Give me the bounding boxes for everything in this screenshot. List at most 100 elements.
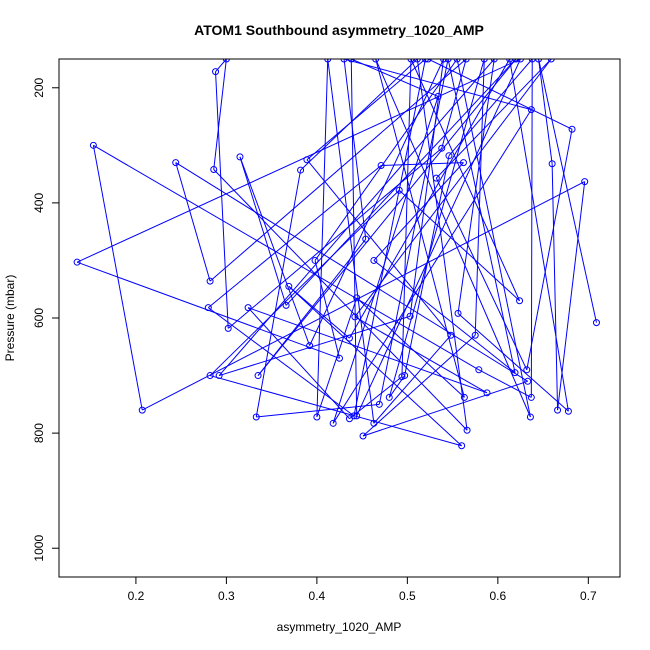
data-point (527, 393, 535, 401)
data-point (89, 141, 97, 149)
series-segment (239, 156, 311, 346)
series-segment (375, 59, 465, 398)
series-segment (349, 376, 403, 420)
data-point (324, 59, 332, 63)
series-segment (247, 307, 488, 394)
data-point (453, 59, 461, 63)
data-points (73, 59, 600, 450)
data-point (370, 256, 378, 264)
series-segment (332, 109, 532, 424)
data-point (345, 415, 353, 423)
series-segment (478, 369, 532, 398)
series-segment (309, 59, 445, 346)
series-segment (215, 71, 229, 329)
data-point (336, 354, 343, 362)
series-segment (427, 59, 573, 130)
data-point (548, 160, 556, 168)
data-point (215, 372, 223, 380)
series-segment (208, 307, 355, 417)
series-segment (213, 169, 468, 431)
data-point (424, 59, 432, 63)
series-segment (93, 144, 480, 371)
data-point (516, 297, 524, 305)
y-axis: 200 400 600 800 1000 (32, 77, 59, 562)
data-point (377, 161, 385, 169)
y-tick-label: 400 (32, 193, 46, 213)
series-segment (175, 162, 528, 382)
data-point (438, 144, 446, 152)
series-segment (209, 189, 400, 376)
series-segment (349, 59, 511, 339)
series-segment (435, 59, 552, 179)
data-point (73, 258, 81, 266)
data-point (351, 313, 359, 321)
series-segment (416, 59, 468, 431)
data-point (206, 277, 214, 285)
series-segment (457, 59, 495, 314)
series-segment (356, 297, 465, 398)
series-segment (285, 59, 517, 306)
series-segment (218, 59, 495, 376)
data-point (306, 342, 314, 350)
series-segment (306, 159, 452, 336)
series-segment (457, 313, 569, 412)
series-segment (142, 181, 585, 411)
data-point (254, 372, 262, 380)
y-tick-label: 200 (32, 77, 46, 97)
series-segment (373, 334, 452, 424)
x-tick-label: 0.4 (309, 589, 326, 603)
data-point (222, 59, 230, 63)
series-segment (350, 59, 358, 416)
data-point (535, 59, 543, 63)
x-tick-label: 0.5 (399, 589, 416, 603)
data-point (490, 59, 498, 63)
series-segment (398, 189, 520, 302)
series-segment (538, 59, 553, 164)
series-segment (530, 59, 533, 398)
data-point (372, 59, 380, 63)
series-segment (356, 59, 521, 417)
data-point (375, 400, 383, 408)
data-point (172, 159, 180, 167)
data-point (297, 166, 305, 174)
series-segment (456, 59, 531, 418)
data-point (447, 331, 455, 339)
series-segment (509, 59, 569, 412)
data-point (313, 413, 321, 421)
data-point (353, 412, 361, 420)
series-segment (332, 96, 439, 424)
series-segment (409, 59, 445, 317)
series-segment (288, 285, 462, 447)
series-segment (401, 59, 412, 377)
data-point (440, 59, 448, 63)
y-tick-label: 600 (32, 308, 46, 328)
series-segment (343, 59, 367, 240)
data-point (516, 59, 524, 63)
x-tick-label: 0.3 (218, 589, 235, 603)
data-point (564, 407, 572, 415)
series-segment (209, 375, 462, 447)
data-point (463, 426, 471, 434)
series-segment (314, 59, 458, 261)
series-segment (551, 163, 559, 411)
series-segment (362, 380, 528, 437)
series-segment (213, 59, 227, 170)
series-segment (314, 260, 340, 359)
y-tick-label: 1000 (32, 535, 46, 562)
data-point (554, 406, 562, 414)
series-segment (257, 59, 517, 376)
data-point (445, 152, 453, 160)
data-point (303, 156, 311, 164)
series-segment (316, 59, 329, 418)
series-segment (410, 59, 521, 301)
data-point (523, 366, 531, 374)
data-point (547, 59, 555, 63)
series-segment (247, 307, 350, 420)
series-segment (373, 260, 516, 374)
data-point (340, 59, 348, 63)
series-segment (175, 162, 211, 282)
x-axis-label: asymmetry_1020_AMP (277, 620, 402, 634)
data-point (138, 406, 146, 414)
data-point (353, 294, 361, 302)
